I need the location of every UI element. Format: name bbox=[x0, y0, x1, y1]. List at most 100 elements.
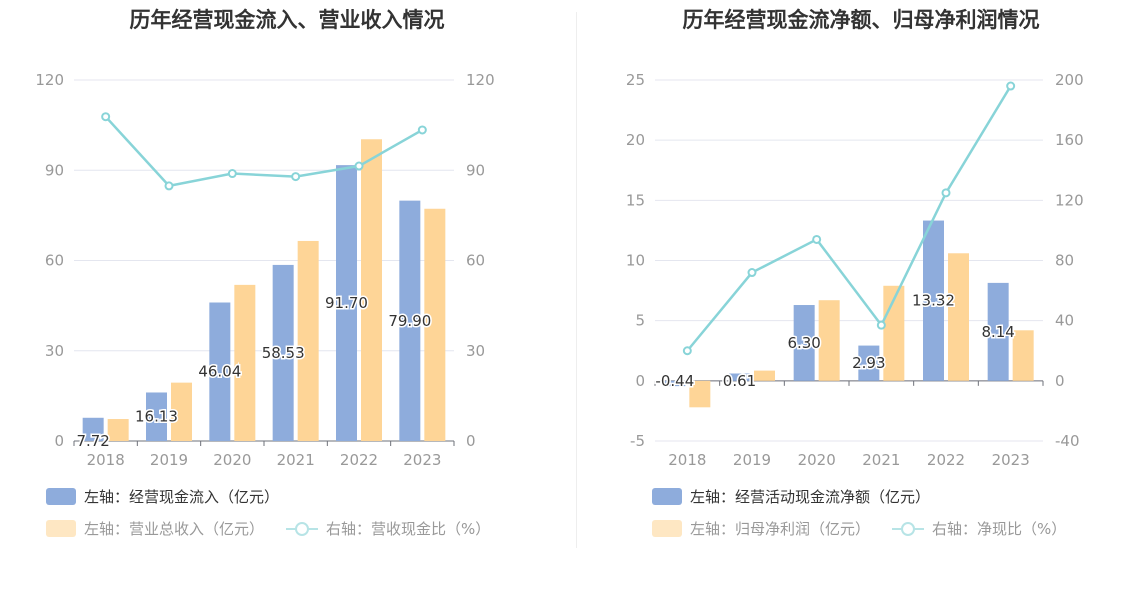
bar-secondary bbox=[234, 284, 256, 441]
y-left-tick-label: 0 bbox=[635, 372, 645, 390]
ratio-point bbox=[164, 181, 174, 191]
y-left-tick-label: 0 bbox=[54, 432, 64, 450]
y-right-tick-label: 90 bbox=[466, 161, 485, 179]
bar-value-label: 2.93 bbox=[852, 354, 885, 372]
bar-primary bbox=[793, 305, 815, 381]
x-tick-label: 2023 bbox=[992, 451, 1030, 469]
bar-value-label: 58.53 bbox=[262, 344, 305, 362]
ratio-point bbox=[354, 161, 364, 171]
bar-primary bbox=[987, 282, 1009, 381]
ratio-point bbox=[291, 172, 301, 182]
legend-item-revenue[interactable]: 左轴：营业总收入（亿元） bbox=[84, 520, 265, 538]
bar-secondary bbox=[361, 139, 382, 441]
bar-value-label: 16.13 bbox=[135, 408, 178, 426]
legend-row-2: 左轴：归母净利润（亿元） 右轴：净现比（%） bbox=[652, 518, 1066, 539]
legend-item-ratio[interactable]: 右轴：净现比（%） bbox=[932, 520, 1067, 538]
y-right-tick-label: 60 bbox=[466, 252, 485, 270]
chart-plot: 0 30 60 90 120 0 30 60 90 120 2018 2019 2020 2021 2022… bbox=[35, 71, 495, 469]
y-left-tick-label: 15 bbox=[626, 191, 645, 209]
bar-value-label: 6.30 bbox=[787, 334, 820, 352]
bar-secondary bbox=[948, 253, 969, 381]
ratio-point bbox=[227, 169, 237, 179]
bar-primary bbox=[146, 392, 167, 441]
bar-primary bbox=[272, 264, 294, 441]
bar-primary bbox=[729, 373, 750, 381]
bar-secondary bbox=[1012, 330, 1034, 381]
chart-title: 历年经营现金流净额、归母净利润情况 bbox=[682, 8, 1040, 32]
ratio-point bbox=[682, 346, 692, 356]
y-right-tick-label: 120 bbox=[466, 71, 495, 89]
bar-value-label: 91.70 bbox=[325, 294, 368, 312]
ratio-point bbox=[101, 112, 111, 122]
bar-value-label: 13.32 bbox=[912, 292, 955, 310]
ratio-point bbox=[1006, 81, 1016, 91]
x-tick-label: 2019 bbox=[150, 451, 188, 469]
bar-secondary bbox=[689, 380, 711, 408]
legend-swatch bbox=[652, 488, 682, 505]
y-right-tick-label: 80 bbox=[1055, 252, 1074, 270]
chart-panel-inflow: 历年经营现金流入、营业收入情况 0 30 60 90 120 0 30 60 90 120 2018… bbox=[35, 8, 495, 539]
legend-label: 左轴：经营活动现金流净额（亿元） bbox=[690, 488, 931, 506]
x-tick-label: 2020 bbox=[213, 451, 251, 469]
y-left-tick-label: -5 bbox=[630, 432, 645, 450]
bar-primary bbox=[336, 165, 357, 441]
legend-row-2: 左轴：营业总收入（亿元） 右轴：营收现金比（%） bbox=[46, 518, 490, 539]
legend-swatch bbox=[46, 520, 76, 537]
bar-primary bbox=[399, 200, 421, 441]
legend-swatch bbox=[46, 488, 76, 505]
bar-value-label: 7.72 bbox=[76, 432, 109, 450]
x-tick-label: 2018 bbox=[668, 451, 706, 469]
x-tick-label: 2021 bbox=[862, 451, 900, 469]
bar-secondary bbox=[424, 208, 446, 441]
bar-primary bbox=[82, 417, 104, 441]
legend-line-icon bbox=[286, 520, 319, 537]
x-tick-label: 2018 bbox=[87, 451, 125, 469]
bar-value-label: -0.44 bbox=[655, 372, 694, 390]
x-tick-label: 2022 bbox=[927, 451, 965, 469]
x-tick-label: 2023 bbox=[403, 451, 441, 469]
bar-primary bbox=[209, 302, 231, 441]
ratio-point bbox=[941, 188, 951, 198]
y-left-tick-label: 5 bbox=[635, 312, 645, 330]
bar-primary bbox=[858, 345, 880, 381]
y-left-tick-label: 10 bbox=[626, 252, 645, 270]
y-right-tick-label: 40 bbox=[1055, 312, 1074, 330]
y-left-tick-label: 120 bbox=[35, 71, 64, 89]
bar-value-label: 8.14 bbox=[981, 323, 1014, 341]
ratio-point bbox=[812, 234, 822, 244]
y-right-tick-label: 200 bbox=[1055, 71, 1084, 89]
y-left-tick-label: 90 bbox=[45, 161, 64, 179]
x-tick-label: 2021 bbox=[277, 451, 315, 469]
bar-secondary bbox=[297, 240, 319, 441]
y-left-tick-label: 30 bbox=[45, 342, 64, 360]
y-right-tick-label: 160 bbox=[1055, 131, 1084, 149]
bar-primary bbox=[664, 380, 686, 387]
x-tick-label: 2019 bbox=[733, 451, 771, 469]
ratio-point bbox=[876, 320, 886, 330]
legend-line-icon bbox=[892, 520, 925, 537]
bar-secondary bbox=[107, 419, 129, 441]
chart-panel-net: 历年经营现金流净额、归母净利润情况 -5 0 5 10 15 20 25 -40 0 40 80 12… bbox=[574, 0, 1148, 589]
y-right-tick-label: -40 bbox=[1055, 432, 1080, 450]
ratio-point bbox=[417, 125, 427, 135]
y-right-tick-label: 120 bbox=[1055, 191, 1084, 209]
bar-value-label: 0.61 bbox=[723, 372, 756, 390]
legend-item-inflow[interactable]: 左轴：经营现金流入（亿元） bbox=[46, 486, 279, 507]
chart-title: 历年经营现金流入、营业收入情况 bbox=[129, 8, 445, 32]
bar-secondary bbox=[818, 300, 840, 381]
bar-secondary bbox=[754, 370, 775, 381]
x-tick-label: 2020 bbox=[798, 451, 836, 469]
ratio-line bbox=[686, 85, 1012, 352]
legend-item-net-flow[interactable]: 左轴：经营活动现金流净额（亿元） bbox=[652, 486, 930, 507]
y-left-tick-label: 20 bbox=[626, 131, 645, 149]
y-right-tick-label: 0 bbox=[466, 432, 476, 450]
ratio-line bbox=[104, 115, 423, 188]
x-tick-label: 2022 bbox=[340, 451, 378, 469]
y-right-tick-label: 0 bbox=[1055, 372, 1065, 390]
legend-item-profit[interactable]: 左轴：归母净利润（亿元） bbox=[690, 520, 871, 538]
panel-divider bbox=[576, 12, 577, 548]
bar-secondary bbox=[171, 382, 192, 441]
y-left-tick-label: 60 bbox=[45, 252, 64, 270]
y-right-tick-label: 30 bbox=[466, 342, 485, 360]
legend-item-ratio[interactable]: 右轴：营收现金比（%） bbox=[326, 520, 491, 538]
